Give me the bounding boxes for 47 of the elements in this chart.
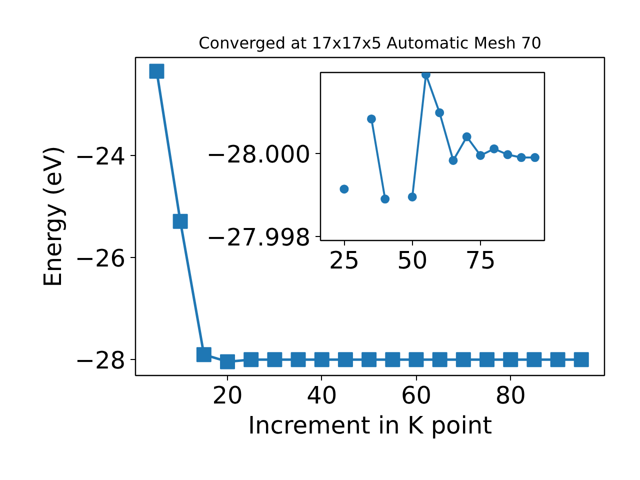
x-tick-label: 40: [306, 382, 338, 410]
point: [244, 352, 259, 368]
point: [476, 150, 485, 160]
y-tick-label: −28.000: [206, 140, 311, 168]
point: [490, 144, 499, 154]
point: [462, 132, 472, 142]
point: [574, 352, 589, 368]
y-tick-label: −24: [74, 142, 126, 171]
point: [503, 352, 518, 368]
point: [380, 194, 390, 204]
x-tick-label: 50: [397, 246, 428, 274]
point: [267, 352, 282, 368]
point: [366, 114, 376, 124]
point: [503, 150, 512, 160]
point: [314, 352, 330, 368]
y-axis-title: Energy (eV): [38, 146, 67, 288]
point: [362, 352, 377, 368]
point: [448, 156, 458, 165]
point: [290, 352, 306, 368]
point: [385, 352, 400, 368]
y-tick-label: −28: [74, 346, 126, 375]
point: [421, 72, 430, 80]
point: [196, 347, 212, 362]
point: [550, 352, 566, 368]
y-tick-label: −27.998: [206, 223, 311, 252]
point: [338, 352, 353, 368]
point: [516, 153, 526, 162]
point: [340, 184, 349, 194]
x-tick-label: 80: [495, 382, 526, 410]
point: [480, 352, 495, 368]
point: [530, 153, 540, 162]
x-axis-title: Increment in K point: [248, 412, 492, 440]
point: [435, 108, 444, 118]
x-tick-label: 75: [465, 246, 496, 274]
point: [220, 354, 236, 370]
point: [526, 352, 542, 368]
point: [172, 214, 188, 229]
chart-title: Converged at 17x17x5 Automatic Mesh 70: [198, 34, 542, 52]
point: [408, 352, 424, 368]
point: [432, 352, 448, 368]
x-tick-label: 60: [400, 382, 432, 410]
y-tick-label: −26: [74, 244, 126, 273]
x-tick-label: 20: [212, 382, 243, 410]
x-tick-label: 25: [328, 246, 360, 274]
point: [408, 192, 417, 202]
point: [456, 352, 471, 368]
point: [149, 64, 164, 79]
